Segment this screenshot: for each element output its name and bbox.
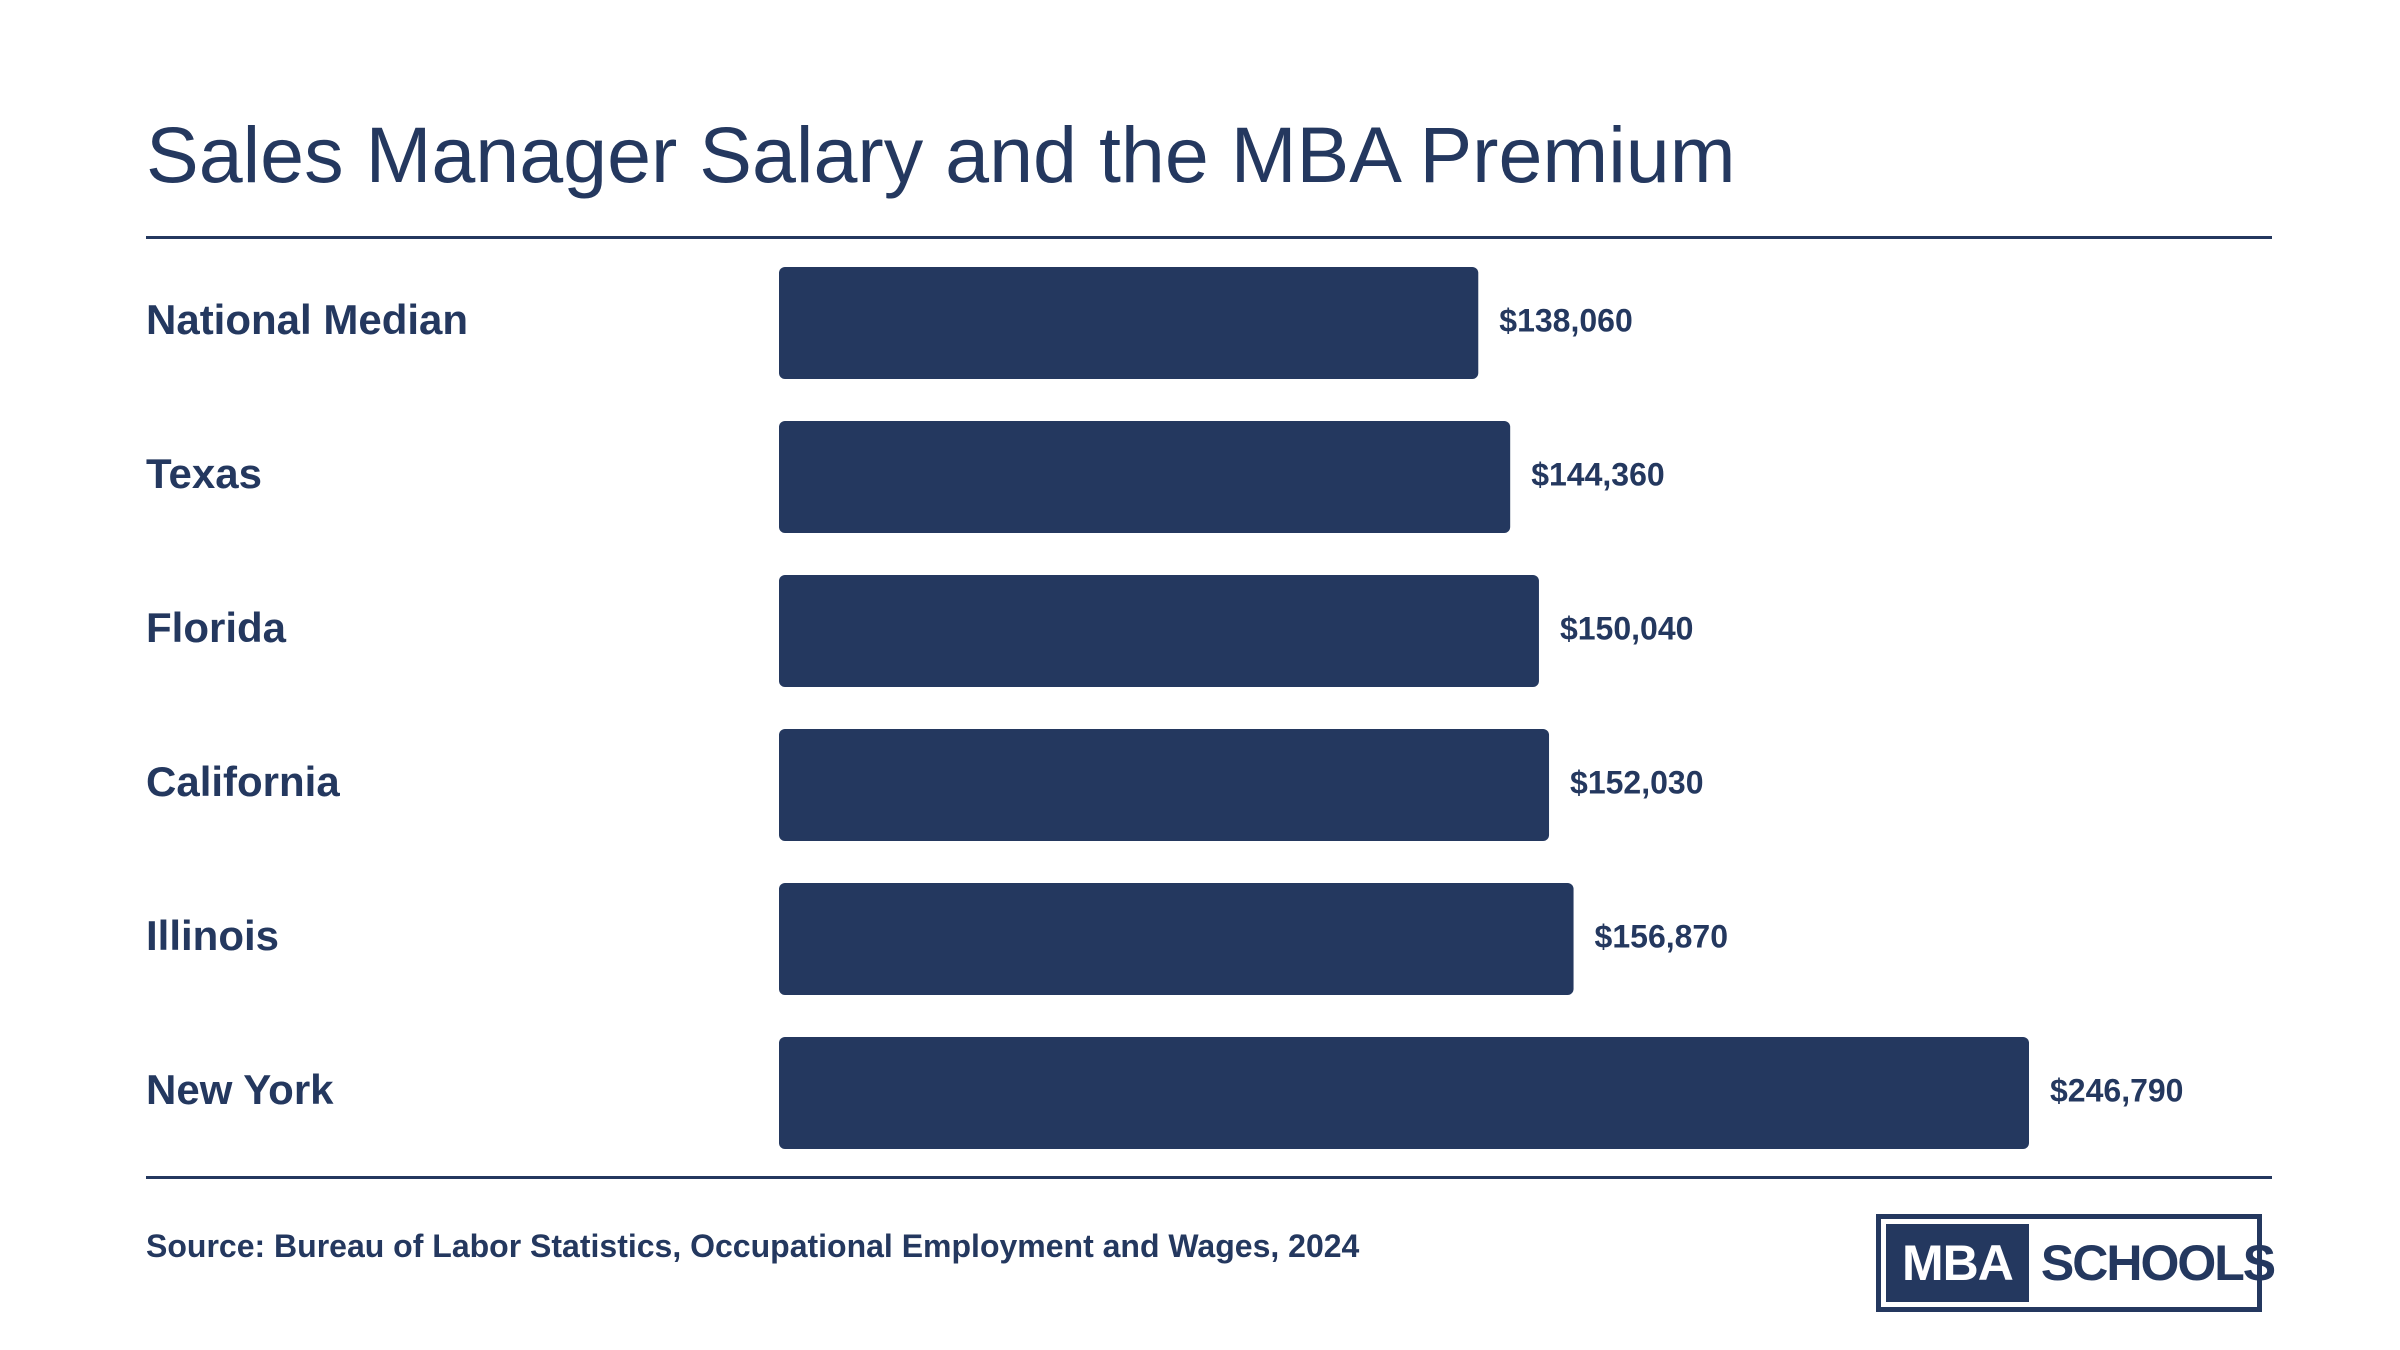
top-divider	[146, 236, 2272, 239]
source-note: Source: Bureau of Labor Statistics, Occu…	[146, 1228, 1360, 1264]
category-label: Texas	[146, 450, 262, 497]
data-label: $246,790	[2050, 1072, 2183, 1108]
bar	[779, 267, 1479, 379]
category-label: New York	[146, 1066, 334, 1113]
bar	[779, 729, 1550, 841]
category-label: National Median	[146, 296, 468, 343]
data-label: $144,360	[1531, 456, 1664, 492]
bar	[779, 575, 1539, 687]
mba-schools-logo: MBA SCHOOLS	[1876, 1214, 2276, 1312]
bar	[779, 883, 1574, 995]
logo-mba-text: MBA	[1886, 1224, 2029, 1302]
category-label: Illinois	[146, 912, 279, 959]
data-label: $156,870	[1595, 918, 1728, 954]
category-label: California	[146, 758, 340, 805]
logo-schools-text: SCHOOLS	[2040, 1235, 2276, 1291]
category-label: Florida	[146, 604, 287, 651]
data-label: $152,030	[1570, 764, 1703, 800]
bottom-divider	[146, 1176, 2272, 1179]
bar	[779, 1037, 2029, 1149]
data-label: $150,040	[1560, 610, 1693, 646]
bar	[779, 421, 1511, 533]
data-label: $138,060	[1499, 302, 1632, 338]
chart-title: Sales Manager Salary and the MBA Premium	[146, 110, 1736, 199]
